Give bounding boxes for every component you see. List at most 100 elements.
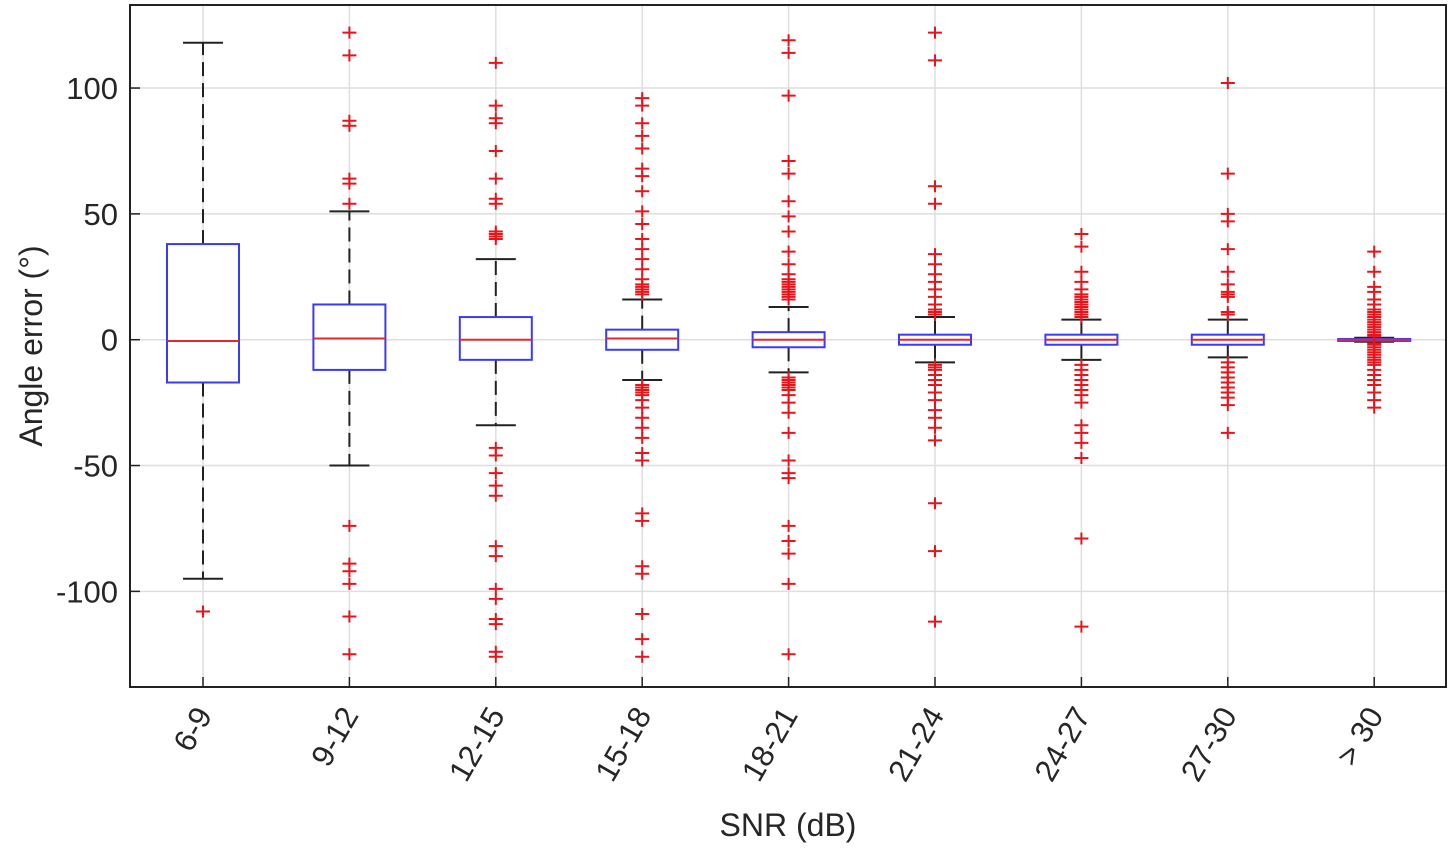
outlier-point — [635, 243, 650, 256]
outlier-point — [1367, 245, 1382, 258]
outlier-point — [488, 233, 503, 246]
outlier-point — [928, 497, 942, 510]
outlier-point — [635, 117, 650, 130]
box-group — [751, 34, 826, 661]
y-tick-label: 50 — [84, 197, 118, 232]
outlier-point — [635, 185, 650, 198]
outlier-point — [781, 46, 796, 59]
outlier-point — [635, 633, 650, 646]
outlier-point — [635, 411, 650, 424]
outlier-point — [342, 197, 357, 210]
outlier-point — [488, 144, 503, 157]
outlier-point — [928, 258, 942, 271]
outlier-point — [1074, 240, 1089, 253]
outlier-point — [1220, 265, 1235, 278]
outlier-point — [488, 592, 503, 605]
box-group — [458, 56, 533, 663]
outlier-point — [1367, 265, 1382, 278]
box-group — [605, 92, 680, 663]
outlier-point — [1074, 426, 1089, 439]
iqr-box — [605, 328, 680, 351]
outlier-point — [635, 142, 650, 155]
outlier-point — [1074, 265, 1089, 278]
outlier-point — [635, 129, 650, 142]
outlier-point — [635, 431, 650, 444]
outlier-point — [781, 648, 796, 661]
outlier-point — [928, 248, 942, 261]
y-tick-label: 0 — [101, 323, 118, 358]
outlier-point — [1074, 436, 1089, 449]
outlier-point — [1220, 215, 1235, 228]
outlier-point — [635, 650, 650, 663]
box-group — [1337, 245, 1412, 414]
outlier-point — [928, 54, 942, 67]
outlier-point — [342, 49, 357, 62]
outlier-point — [781, 225, 796, 238]
outlier-point — [928, 434, 942, 447]
outlier-point — [635, 99, 650, 112]
outlier-point — [928, 26, 942, 39]
y-tick-label: -100 — [56, 574, 118, 609]
outlier-point — [1074, 620, 1089, 633]
outlier-point — [781, 547, 796, 560]
outlier-point — [1220, 290, 1235, 303]
outlier-point — [488, 99, 503, 112]
outlier-point — [781, 293, 796, 306]
outlier-point — [781, 454, 796, 467]
outlier-point — [488, 449, 503, 462]
outlier-point — [928, 180, 942, 193]
outlier-point — [781, 577, 796, 590]
outlier-point — [342, 577, 357, 590]
outlier-point — [488, 540, 503, 553]
outlier-point — [781, 426, 796, 439]
outlier-point — [635, 454, 650, 467]
outlier-point — [342, 610, 357, 623]
outlier-point — [1074, 228, 1089, 241]
outlier-point — [635, 217, 650, 230]
outlier-point — [1220, 167, 1235, 180]
outlier-point — [1074, 451, 1089, 464]
outlier-point — [1220, 77, 1235, 90]
y-tick-label: -50 — [73, 449, 118, 484]
outlier-point — [635, 253, 650, 266]
outlier-point — [781, 535, 796, 548]
y-axis-label: Angle error (°) — [13, 245, 49, 446]
outlier-point — [781, 519, 796, 532]
iqr-box — [312, 303, 387, 371]
outlier-point — [781, 167, 796, 180]
outlier-point — [488, 550, 503, 563]
iqr-box — [166, 243, 240, 384]
outlier-point — [928, 308, 942, 321]
outlier-point — [488, 650, 503, 663]
box-group — [166, 41, 240, 618]
outlier-point — [635, 421, 650, 434]
outlier-point — [342, 565, 357, 578]
outlier-point — [488, 172, 503, 185]
outlier-point — [635, 514, 650, 527]
outlier-point — [1074, 532, 1089, 545]
outlier-point — [488, 56, 503, 69]
outlier-point — [635, 401, 650, 414]
outlier-point — [928, 615, 942, 628]
outlier-point — [781, 34, 796, 47]
outlier-point — [1220, 308, 1235, 321]
outlier-point — [928, 421, 942, 434]
outlier-point — [342, 519, 357, 532]
outlier-point — [781, 472, 796, 485]
outlier-point — [781, 195, 796, 208]
outlier-point — [342, 26, 357, 39]
outlier-point — [928, 394, 942, 407]
outlier-point — [342, 648, 357, 661]
box-group — [898, 26, 972, 628]
outlier-point — [781, 406, 796, 419]
box-group — [1044, 228, 1119, 633]
outlier-point — [1367, 401, 1382, 414]
outlier-point — [342, 119, 357, 132]
outlier-point — [488, 618, 503, 631]
outlier-point — [488, 489, 503, 502]
outlier-point — [1220, 243, 1235, 256]
outlier-point — [928, 545, 942, 558]
outlier-point — [342, 177, 357, 190]
